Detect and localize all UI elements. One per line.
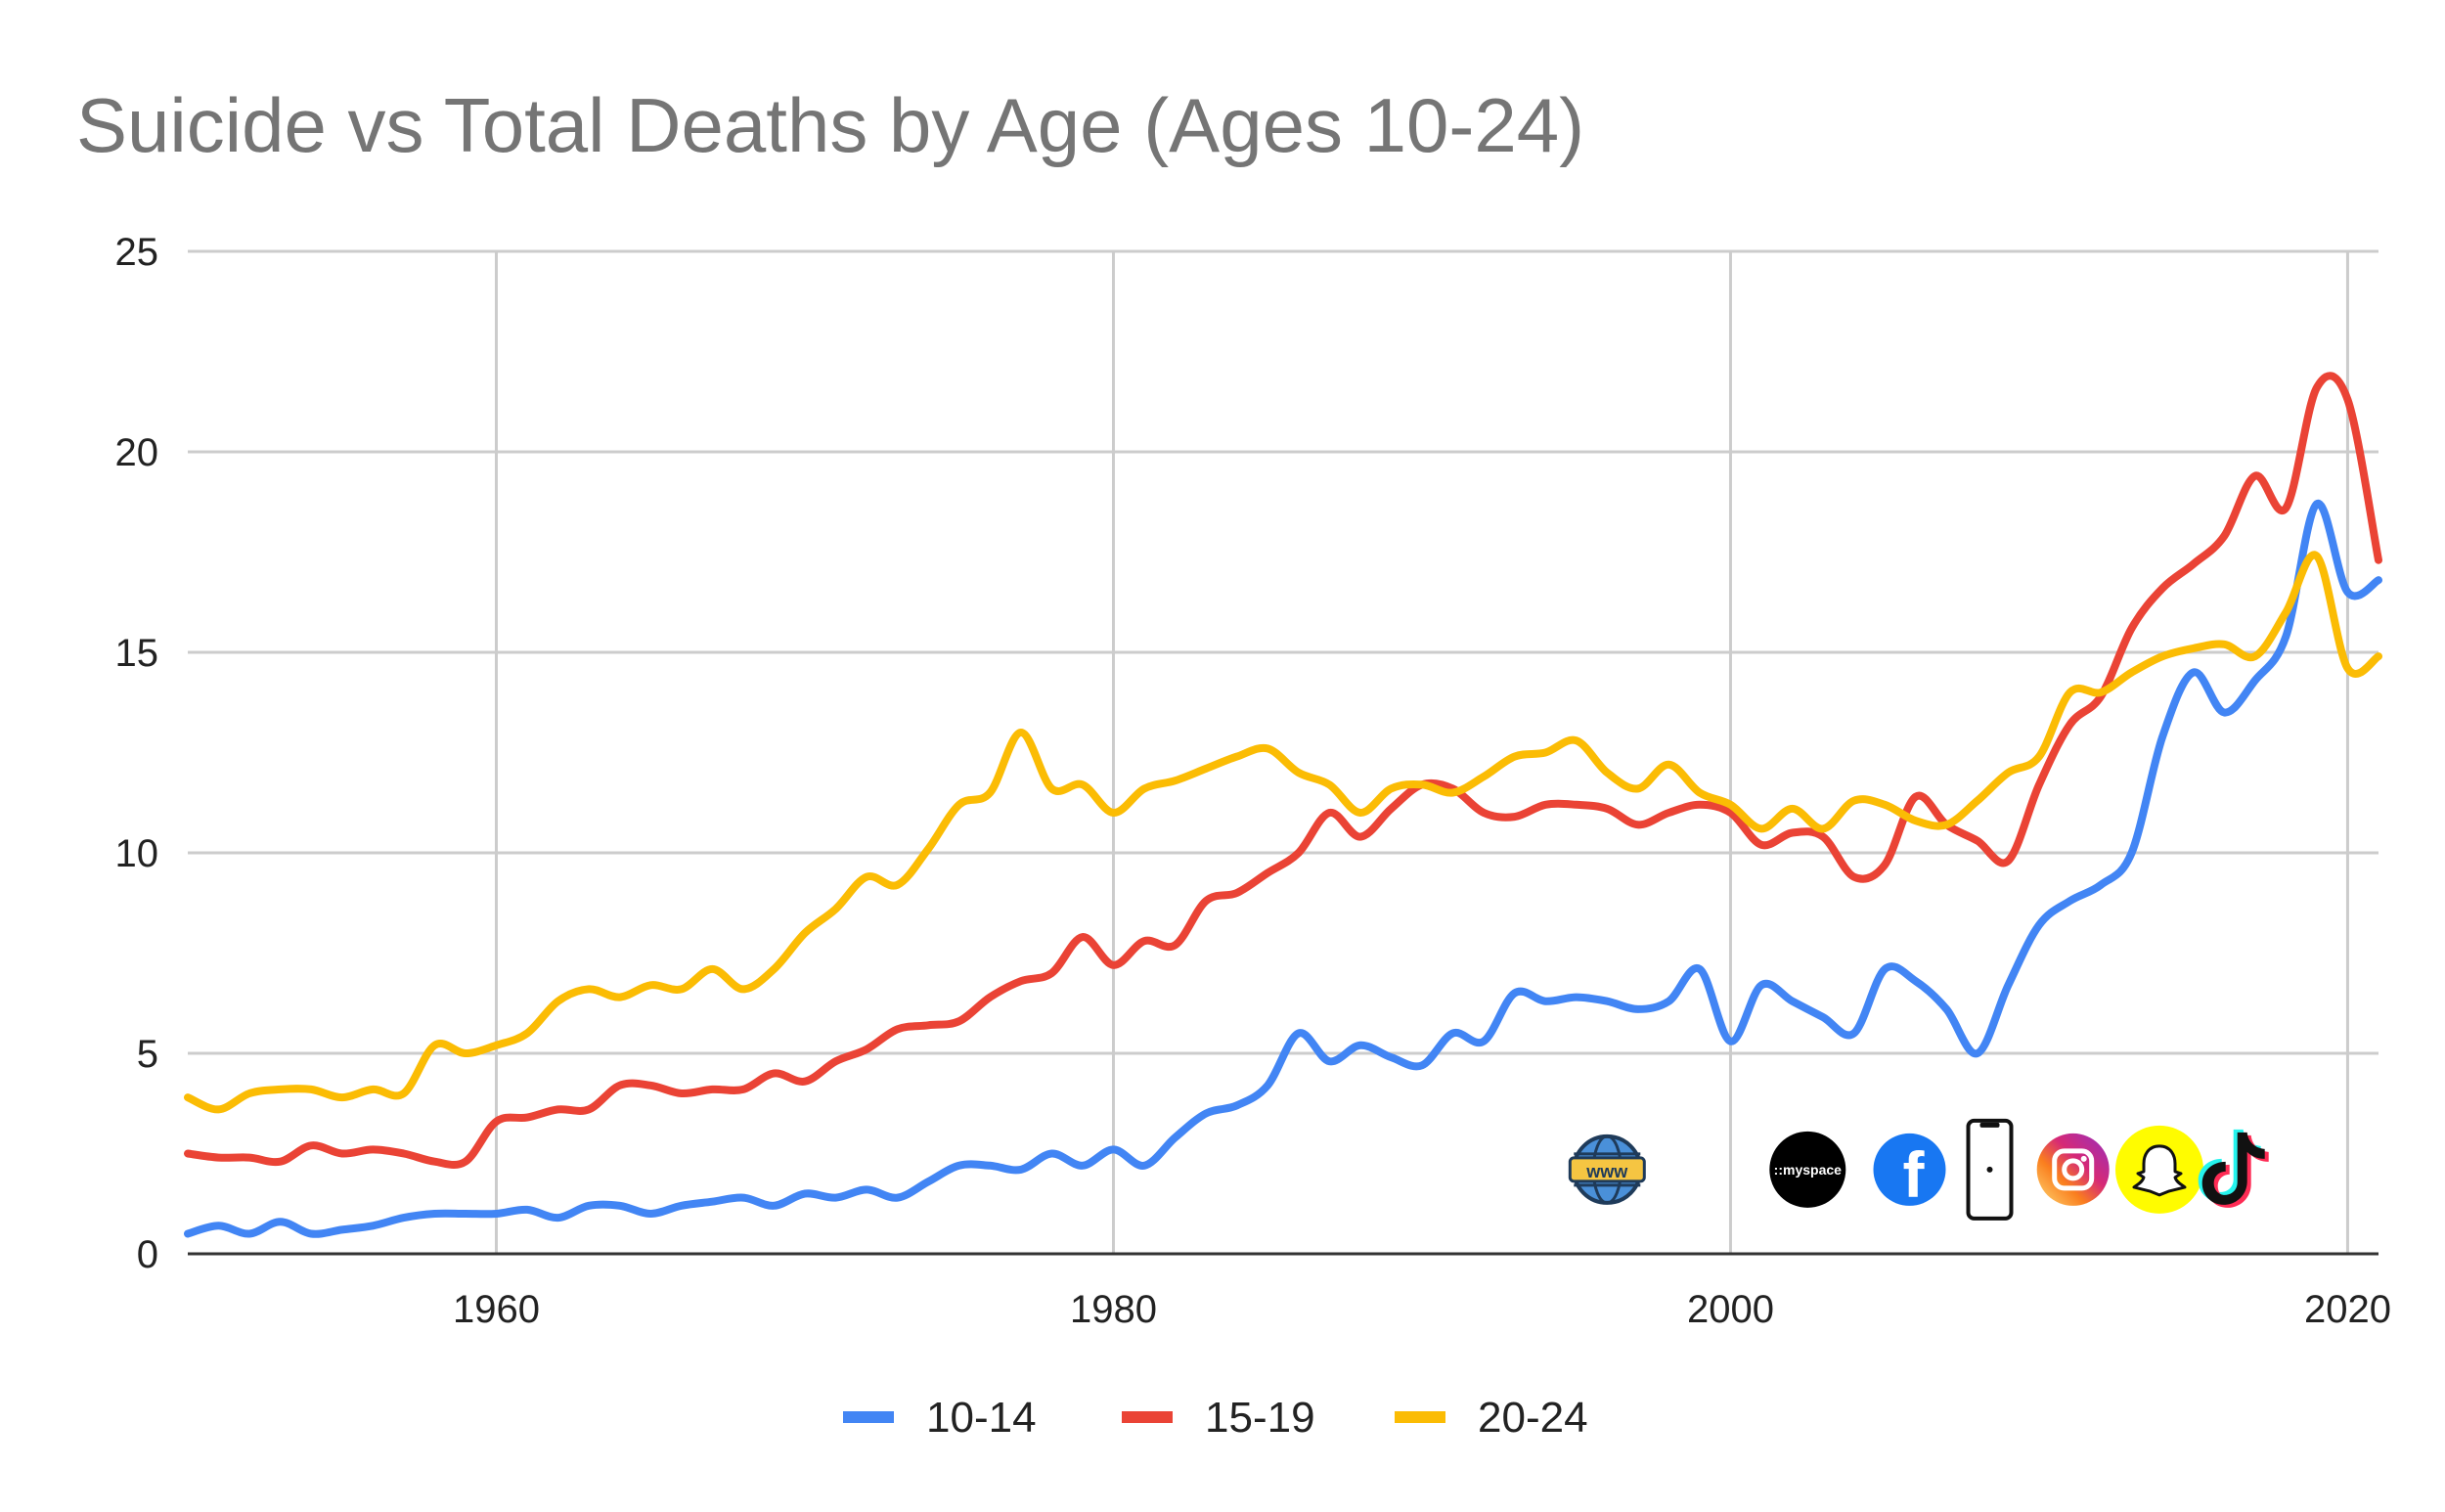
y-tick-label: 20 (115, 431, 159, 474)
legend: 10-14 15-19 20-24 (843, 1394, 1588, 1442)
y-tick-label: 25 (115, 231, 159, 274)
x-tick-label: 1980 (1070, 1288, 1157, 1331)
facebook-icon: f (1873, 1133, 1946, 1211)
series-line-15-19 (184, 372, 2382, 1170)
y-tick-label: 10 (115, 832, 159, 875)
x-tick-label: 1960 (453, 1288, 540, 1331)
series-line-20-24 (184, 551, 2382, 1114)
y-tick-label: 5 (137, 1033, 158, 1076)
series-line-10-14 (184, 500, 2382, 1238)
x-tick-label: 2020 (2304, 1288, 2391, 1331)
axis-layer: 0 5 10 15 20 25 1960 1980 2000 2020 (115, 231, 2391, 1331)
series-layer (184, 372, 2382, 1238)
chart-title: Suicide vs Total Deaths by Age (Ages 10-… (76, 82, 1584, 168)
tiktok-icon (2198, 1129, 2269, 1208)
instagram-icon (2036, 1133, 2110, 1206)
legend-label: 10-14 (926, 1394, 1037, 1442)
facebook-label: f (1903, 1138, 1926, 1211)
legend-label: 15-19 (1205, 1394, 1315, 1442)
myspace-icon: ::myspace (1769, 1131, 1846, 1208)
www-globe-icon: www (1568, 1134, 1646, 1205)
snapchat-icon (2115, 1125, 2203, 1214)
www-label: www (1585, 1162, 1628, 1181)
y-tick-label: 15 (115, 632, 159, 675)
x-tick-label: 2000 (1687, 1288, 1774, 1331)
myspace-label: ::myspace (1774, 1162, 1842, 1178)
legend-label: 20-24 (1478, 1394, 1588, 1442)
y-tick-label: 0 (137, 1233, 158, 1276)
grid-layer (188, 249, 2378, 1254)
platform-icons: www::myspace f (1568, 1118, 2269, 1221)
iphone-icon (1966, 1118, 2014, 1221)
